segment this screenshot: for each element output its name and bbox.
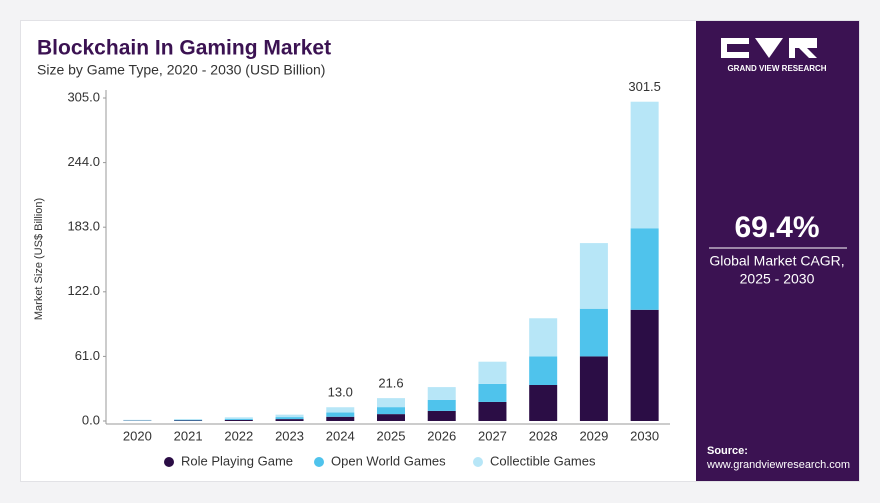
x-tick-label: 2023 <box>275 428 304 443</box>
total-label: 13.0 <box>328 385 353 400</box>
y-tick-label: 305.0 <box>67 89 100 104</box>
bar-segment <box>478 401 507 421</box>
bar-segment <box>630 101 659 229</box>
bar-segment <box>224 417 253 419</box>
side-panel <box>696 21 859 481</box>
x-tick-label: 2030 <box>630 428 659 443</box>
bar-segment <box>224 418 253 420</box>
x-tick-label: 2025 <box>377 428 406 443</box>
y-axis-label: Market Size (US$ Billion) <box>33 198 45 320</box>
source-url: www.grandviewresearch.com <box>706 459 850 471</box>
bar-segment <box>377 407 405 415</box>
bar-segment <box>427 399 456 411</box>
legend-swatch <box>314 457 324 467</box>
bar-segment <box>174 419 203 421</box>
chart-subtitle: Size by Game Type, 2020 - 2030 (USD Bill… <box>37 62 325 78</box>
card: GRAND VIEW RESEARCH 69.4% Global Market … <box>20 20 860 482</box>
y-tick-label: 244.0 <box>67 154 100 169</box>
bar-segment <box>326 416 355 421</box>
bar-segment <box>427 410 456 421</box>
bar-segment <box>123 419 152 421</box>
logo-shape <box>755 38 783 58</box>
total-label: 21.6 <box>378 376 403 391</box>
brand: GRAND VIEW RESEARCH <box>727 64 826 73</box>
total-label: 301.5 <box>628 79 661 94</box>
x-tick-label: 2021 <box>174 428 203 443</box>
bar-segment <box>224 419 253 421</box>
bar-segment <box>630 309 659 421</box>
bar-segment <box>275 419 304 421</box>
bar-segment <box>630 228 659 310</box>
bar-segment <box>275 417 304 420</box>
x-tick-label: 2027 <box>478 428 507 443</box>
x-tick-label: 2029 <box>579 428 608 443</box>
source-label: Source: <box>707 445 748 457</box>
x-tick-label: 2026 <box>427 428 456 443</box>
legend-swatch <box>164 457 174 467</box>
x-tick-label: 2022 <box>224 428 253 443</box>
bar-segment <box>478 383 507 402</box>
logo <box>721 38 817 58</box>
cagr-caption: 2025 - 2030 <box>740 271 815 287</box>
legend-label: Collectible Games <box>490 453 596 468</box>
bar-segment <box>529 356 558 385</box>
y-tick-label: 122.0 <box>67 283 100 298</box>
logo-shape <box>721 38 749 58</box>
bar-segment <box>529 318 558 357</box>
legend-swatch <box>473 457 483 467</box>
bar-segment <box>427 387 456 400</box>
legend-label: Role Playing Game <box>181 453 293 468</box>
x-tick-label: 2020 <box>123 428 152 443</box>
y-tick-label: 0.0 <box>82 412 100 427</box>
bar-segment <box>529 384 558 421</box>
chart-title: Blockchain In Gaming Market <box>37 37 331 60</box>
cagr: 69.4% <box>734 211 819 244</box>
bar-segment <box>579 356 608 421</box>
bar-segment <box>326 412 355 417</box>
bar-segment <box>326 407 355 413</box>
legend-label: Open World Games <box>331 453 446 468</box>
bar-segment <box>174 418 203 420</box>
cagr-caption: Global Market CAGR, <box>709 253 844 269</box>
bar-segment <box>579 243 608 309</box>
chart: GRAND VIEW RESEARCH 69.4% Global Market … <box>33 21 859 481</box>
bar-segment <box>579 308 608 357</box>
bar-segment <box>275 414 304 418</box>
y-tick-label: 61.0 <box>75 348 100 363</box>
bar-segment <box>174 420 203 421</box>
bar-segment <box>377 414 405 421</box>
bar-segment <box>377 398 405 408</box>
y-tick-label: 183.0 <box>67 219 100 234</box>
bar-segment <box>478 361 507 384</box>
logo-shape <box>789 38 817 58</box>
x-tick-label: 2024 <box>326 428 355 443</box>
x-tick-label: 2028 <box>529 428 558 443</box>
